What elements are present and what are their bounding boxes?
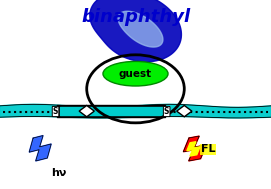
Polygon shape xyxy=(177,105,192,117)
Polygon shape xyxy=(29,136,51,161)
Text: hν: hν xyxy=(51,168,67,178)
Text: S: S xyxy=(53,107,58,116)
Polygon shape xyxy=(118,11,163,47)
Text: FL: FL xyxy=(201,144,215,154)
Polygon shape xyxy=(187,142,200,156)
Ellipse shape xyxy=(103,61,168,86)
Polygon shape xyxy=(79,105,94,117)
Text: guest: guest xyxy=(119,69,152,79)
Polygon shape xyxy=(90,0,181,62)
Text: S: S xyxy=(164,107,169,116)
Polygon shape xyxy=(183,136,206,161)
Text: binaphthyl: binaphthyl xyxy=(81,8,190,26)
